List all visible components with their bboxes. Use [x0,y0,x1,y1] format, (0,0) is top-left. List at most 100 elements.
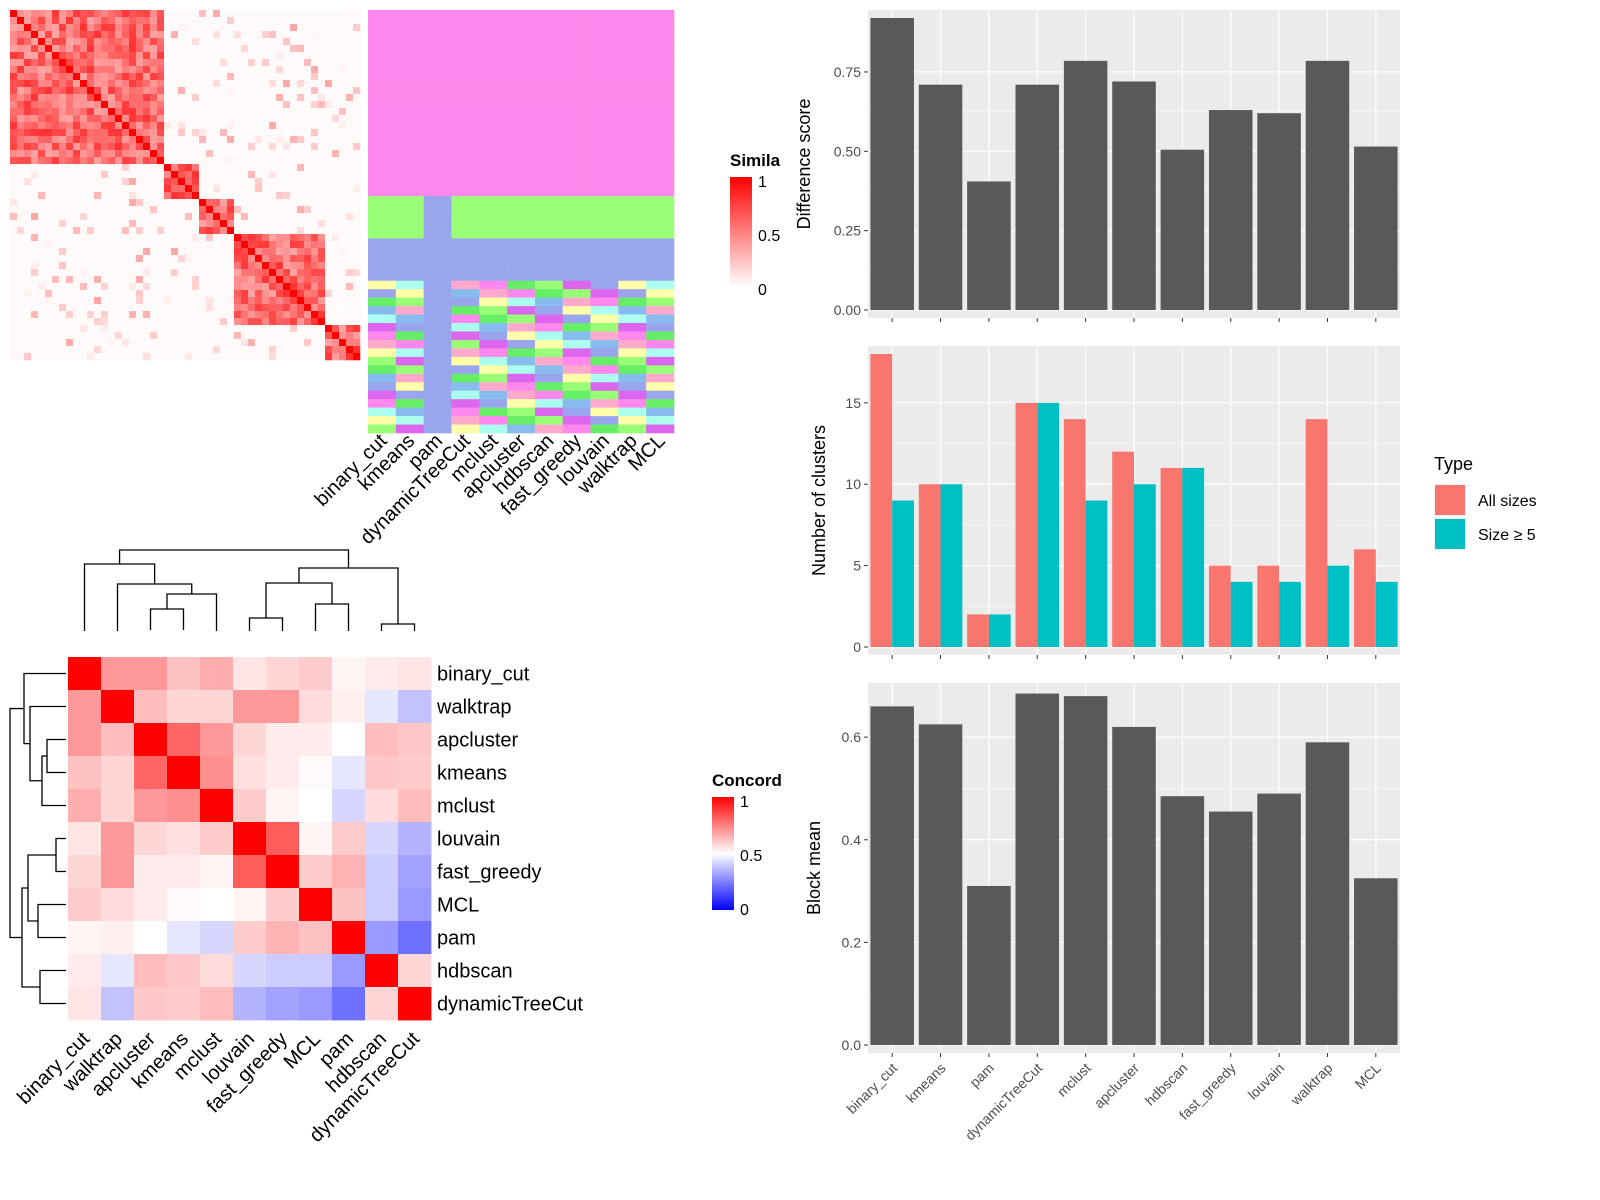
similarity-cell [108,269,116,277]
bar [918,724,963,1045]
similarity-cell [241,255,249,263]
similarity-cell [31,87,39,95]
similarity-cell [332,234,340,242]
similarity-cell [325,178,333,186]
similarity-cell [171,73,179,81]
annotation-cell [646,229,675,239]
similarity-cell [332,262,340,270]
annotation-cell [646,399,675,408]
similarity-cell [248,262,256,270]
similarity-cell [318,24,326,32]
similarity-cell [213,304,221,312]
similarity-cell [59,192,67,200]
similarity-cell [45,38,53,46]
similarity-cell [59,269,67,277]
similarity-cell [115,108,123,116]
similarity-cell [24,164,32,172]
annotation-cell [423,246,452,256]
similarity-cell [150,17,158,25]
similarity-cell [87,10,95,18]
similarity-cell [353,325,361,333]
similarity-cell [192,17,200,25]
similarity-cell [66,248,74,256]
similarity-cell [255,31,263,39]
annotation-cell [368,60,397,70]
similarity-cell [283,332,291,340]
similarity-cell [311,304,319,312]
annotation-cell [368,204,397,214]
similarity-cell [31,262,39,270]
annotation-cell [646,128,675,138]
similarity-cell [311,171,319,179]
bar [1160,149,1205,310]
similarity-cell [255,101,263,109]
similarity-cell [31,66,39,74]
similarity-cell [17,66,25,74]
annotation-cell [479,162,508,172]
similarity-cell [353,115,361,123]
similarity-cell [87,52,95,60]
similarity-cell [206,283,214,291]
similarity-cell [185,94,193,102]
similarity-cell [129,38,137,46]
annotation-cell [534,204,564,214]
similarity-cell [59,304,67,312]
similarity-cell [73,206,81,214]
annotation-cell [423,136,452,146]
annotation-cell [590,145,619,155]
similarity-cell [10,227,18,235]
left-dendrogram-link [55,837,66,873]
similarity-cell [290,297,298,305]
annotation-cell [368,86,397,95]
annotation-cell [395,10,424,19]
similarity-cell [31,122,39,130]
similarity-cell [325,276,333,284]
similarity-cell [311,248,319,256]
concordance-cell [68,855,102,889]
annotation-cell [562,86,591,95]
annotation-cell [646,255,675,265]
similarity-cell [185,346,193,354]
annotation-cell [618,145,647,155]
similarity-cell [38,290,46,298]
similarity-cell [255,185,263,193]
annotation-cell [395,348,424,358]
concordance-cell [398,822,432,856]
concordance-cell [365,987,399,1021]
similarity-cell [332,318,340,326]
similarity-cell [241,304,249,312]
similarity-cell [136,325,144,333]
similarity-cell [241,38,249,46]
similarity-cell [59,24,67,32]
similarity-cell [87,122,95,130]
similarity-cell [157,241,165,249]
similarity-cell [255,122,263,130]
similarity-cell [318,150,326,158]
similarity-cell [318,248,326,256]
similarity-cell [178,269,186,277]
similarity-cell [171,234,179,242]
similarity-cell [262,52,270,60]
similarity-cell [101,185,109,193]
similarity-cell [283,304,291,312]
similarity-cell [178,255,186,263]
annotation-cell [423,373,452,383]
similarity-cell [276,192,284,200]
similarity-cell [10,66,18,74]
similarity-cell [178,297,186,305]
annotation-cell [479,43,508,53]
similarity-cell [122,129,130,137]
similarity-cell [73,311,81,319]
similarity-cell [241,87,249,95]
similarity-cell [108,262,116,270]
similarity-cell [45,220,53,228]
similarity-cell [87,171,95,179]
concordance-cell [365,690,399,724]
similarity-cell [339,311,347,319]
similarity-cell [297,262,305,270]
similarity-cell [115,157,123,165]
annotation-cell [618,26,647,36]
similarity-cell [318,66,326,74]
similarity-cell [94,213,102,221]
similarity-cell [31,45,39,53]
